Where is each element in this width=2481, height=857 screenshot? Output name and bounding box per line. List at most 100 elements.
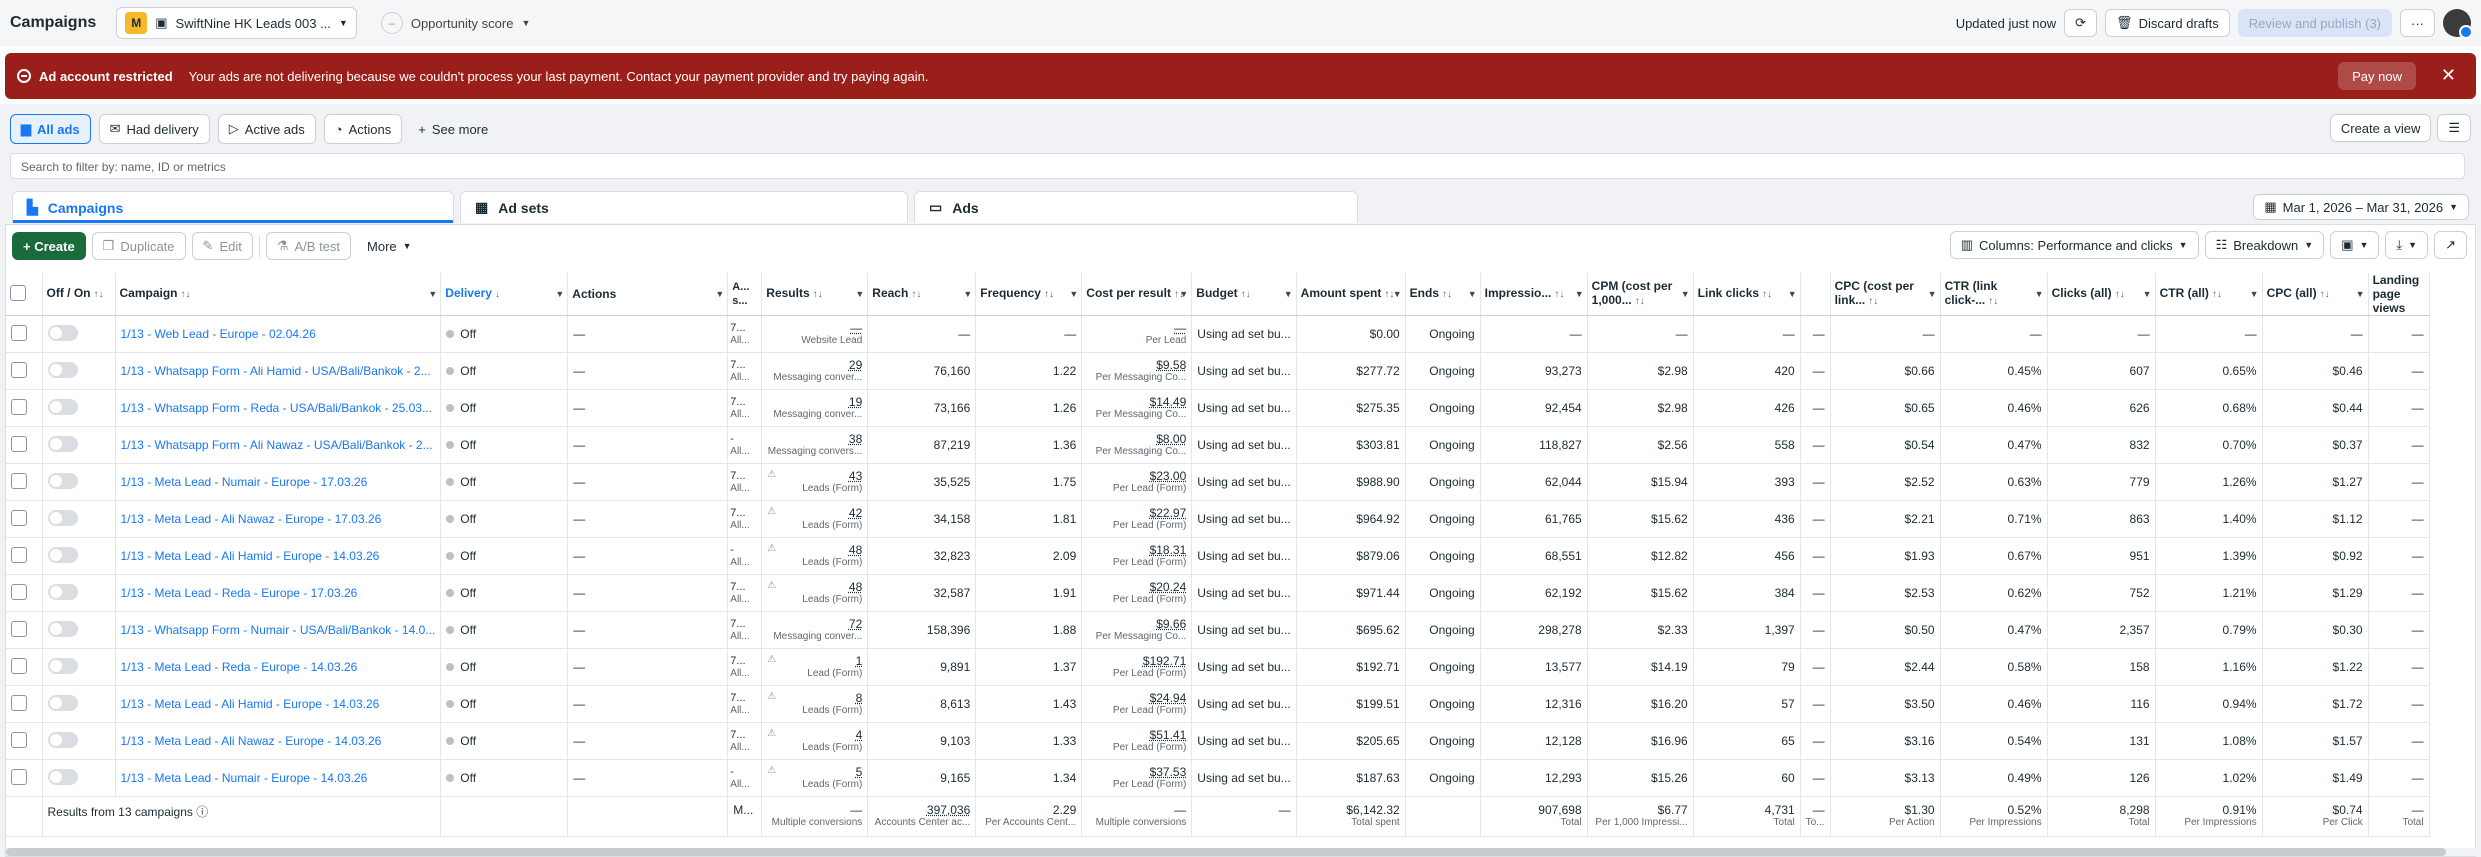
create-button[interactable]: + Create <box>12 232 86 260</box>
table-row[interactable]: 1/13 - Web Lead - Europe - 02.04.26 Off —7… <box>6 315 2430 353</box>
col-campaign[interactable]: Campaign ↑↓ ▼ <box>115 273 442 316</box>
col-ctr-all[interactable]: CTR (all) ↑↓ ▼ <box>2155 273 2263 316</box>
col-cpc-all[interactable]: CPC (all) ↑↓ ▼ <box>2262 273 2369 316</box>
campaign-name[interactable]: 1/13 - Whatsapp Form - Ali Nawaz - USA/B… <box>115 426 442 464</box>
checkbox[interactable] <box>10 284 26 301</box>
opportunity-score[interactable]: – Opportunity score ▼ <box>380 12 530 34</box>
duplicate-button[interactable]: ❐ Duplicate <box>91 232 186 260</box>
table-row[interactable]: 1/13 - Meta Lead - Ali Hamid - Europe - … <box>6 685 2430 723</box>
review-publish-button[interactable]: Review and publish (3) <box>2237 9 2392 37</box>
col-off-on[interactable]: Off / On ↑↓ <box>42 273 116 316</box>
export-button[interactable]: ⤓ ▼ <box>2385 231 2429 259</box>
col-ends[interactable]: Ends ↑↓ ▼ <box>1405 273 1481 316</box>
see-more-button[interactable]: + See more <box>418 114 488 144</box>
table-row[interactable]: 1/13 - Meta Lead - Reda - Europe - 17.03… <box>6 574 2430 612</box>
campaign-name[interactable]: 1/13 - Web Lead - Europe - 02.04.26 <box>115 315 442 353</box>
table-row[interactable]: 1/13 - Meta Lead - Numair - Europe - 17.… <box>6 463 2430 501</box>
columns-button[interactable]: ▥ Columns: Performance and clicks ▼ <box>1949 231 2199 259</box>
row-checkbox[interactable] <box>6 648 43 686</box>
discard-drafts-button[interactable]: 🗑 Discard drafts <box>2105 9 2230 37</box>
status-toggle[interactable] <box>42 611 116 649</box>
create-view-button[interactable]: Create a view <box>2329 114 2432 142</box>
horizontal-scrollbar[interactable] <box>6 848 2477 856</box>
status-toggle[interactable] <box>42 722 116 760</box>
table-row[interactable]: 1/13 - Whatsapp Form - Numair - USA/Bali… <box>6 611 2430 649</box>
status-toggle[interactable] <box>42 315 116 353</box>
reports-button[interactable]: ▣ ▼ <box>2330 231 2380 259</box>
info-icon[interactable]: ⓘ <box>196 805 209 819</box>
more-options-button[interactable]: ··· <box>2400 9 2435 37</box>
status-toggle[interactable] <box>42 463 116 501</box>
col-budget[interactable]: Budget ↑↓ ▼ <box>1191 273 1297 316</box>
close-icon[interactable]: ✕ <box>2440 65 2456 85</box>
table-row[interactable]: 1/13 - Meta Lead - Ali Nawaz - Europe - … <box>6 500 2430 538</box>
table-row[interactable]: 1/13 - Meta Lead - Ali Hamid - Europe - … <box>6 537 2430 575</box>
status-toggle[interactable] <box>42 759 116 797</box>
col-impressions[interactable]: Impressio... ↑↓ ▼ <box>1480 273 1588 316</box>
col-results[interactable]: Results ↑↓ ▼ <box>761 273 869 316</box>
tab-campaigns[interactable]: ▙ Campaigns <box>12 191 454 223</box>
settings-button[interactable]: ☰ <box>2437 114 2471 142</box>
col-delivery[interactable]: Delivery ↓ ▼ <box>440 273 569 316</box>
ab-test-button[interactable]: ⚗ A/B test <box>265 232 352 260</box>
tab-ads[interactable]: ▭ Ads <box>914 191 1358 223</box>
campaign-name[interactable]: 1/13 - Meta Lead - Ali Hamid - Europe - … <box>115 685 442 723</box>
account-selector[interactable]: M ▣ SwiftNine HK Leads 003 ... ▼ <box>116 7 357 39</box>
more-button[interactable]: More ▼ <box>357 232 422 260</box>
row-checkbox[interactable] <box>6 315 43 353</box>
campaign-name[interactable]: 1/13 - Whatsapp Form - Ali Hamid - USA/B… <box>115 352 442 390</box>
col-amount-spent[interactable]: Amount spent ↑↓ ▼ <box>1296 273 1406 316</box>
status-toggle[interactable] <box>42 574 116 612</box>
col-ctr-link[interactable]: CTR (link click-... ↑↓ ▼ <box>1940 273 2048 316</box>
tab-actions[interactable]: ◔ Actions <box>323 114 403 144</box>
status-toggle[interactable] <box>42 426 116 464</box>
campaign-name[interactable]: 1/13 - Meta Lead - Ali Nawaz - Europe - … <box>115 722 442 760</box>
status-toggle[interactable] <box>42 537 116 575</box>
table-row[interactable]: 1/13 - Whatsapp Form - Reda - USA/Bali/B… <box>6 389 2430 427</box>
breakdown-button[interactable]: ☷ Breakdown ▼ <box>2204 231 2325 259</box>
table-row[interactable]: 1/13 - Whatsapp Form - Ali Hamid - USA/B… <box>6 352 2430 390</box>
col-attribution[interactable]: A... s... <box>727 273 763 316</box>
campaign-name[interactable]: 1/13 - Meta Lead - Numair - Europe - 14.… <box>115 759 442 797</box>
table-row[interactable]: 1/13 - Meta Lead - Ali Nawaz - Europe - … <box>6 722 2430 760</box>
campaign-name[interactable]: 1/13 - Whatsapp Form - Reda - USA/Bali/B… <box>115 389 442 427</box>
status-toggle[interactable] <box>42 685 116 723</box>
col-reach[interactable]: Reach ↑↓ ▼ <box>867 273 977 316</box>
select-all[interactable] <box>6 273 43 316</box>
col-cost-per-result[interactable]: Cost per result ↑↓ ▼ <box>1081 273 1193 316</box>
status-toggle[interactable] <box>42 500 116 538</box>
col-blank[interactable] <box>1800 273 1831 316</box>
row-checkbox[interactable] <box>6 574 43 612</box>
campaign-name[interactable]: 1/13 - Meta Lead - Reda - Europe - 14.03… <box>115 648 442 686</box>
tab-ad-sets[interactable]: ▦ Ad sets <box>460 191 908 223</box>
search-input[interactable]: Search to filter by: name, ID or metrics <box>10 153 2465 179</box>
tab-had-delivery[interactable]: ✉ Had delivery <box>98 114 210 144</box>
campaign-name[interactable]: 1/13 - Whatsapp Form - Numair - USA/Bali… <box>115 611 442 649</box>
campaign-name[interactable]: 1/13 - Meta Lead - Ali Hamid - Europe - … <box>115 537 442 575</box>
table-row[interactable]: 1/13 - Whatsapp Form - Ali Nawaz - USA/B… <box>6 426 2430 464</box>
row-checkbox[interactable] <box>6 722 43 760</box>
row-checkbox[interactable] <box>6 500 43 538</box>
row-checkbox[interactable] <box>6 426 43 464</box>
row-checkbox[interactable] <box>6 389 43 427</box>
col-actions[interactable]: Actions ▼ <box>567 273 729 316</box>
table-row[interactable]: 1/13 - Meta Lead - Reda - Europe - 14.03… <box>6 648 2430 686</box>
status-toggle[interactable] <box>42 352 116 390</box>
status-toggle[interactable] <box>42 389 116 427</box>
campaign-name[interactable]: 1/13 - Meta Lead - Reda - Europe - 17.03… <box>115 574 442 612</box>
status-toggle[interactable] <box>42 648 116 686</box>
row-checkbox[interactable] <box>6 685 43 723</box>
campaign-name[interactable]: 1/13 - Meta Lead - Ali Nawaz - Europe - … <box>115 500 442 538</box>
refresh-button[interactable]: ⟳ <box>2064 9 2098 37</box>
row-checkbox[interactable] <box>6 611 43 649</box>
date-range-picker[interactable]: ▦ Mar 1, 2026 – Mar 31, 2026 ▼ <box>2253 194 2469 220</box>
col-cpm[interactable]: CPM (cost per 1,000... ↑↓ ▼ <box>1587 273 1694 316</box>
col-frequency[interactable]: Frequency ↑↓ ▼ <box>975 273 1083 316</box>
row-checkbox[interactable] <box>6 352 43 390</box>
row-checkbox[interactable] <box>6 463 43 501</box>
row-checkbox[interactable] <box>6 759 43 797</box>
col-clicks-all[interactable]: Clicks (all) ↑↓ ▼ <box>2047 273 2156 316</box>
row-checkbox[interactable] <box>6 537 43 575</box>
table-row[interactable]: 1/13 - Meta Lead - Numair - Europe - 14.… <box>6 759 2430 797</box>
avatar[interactable] <box>2443 9 2473 39</box>
